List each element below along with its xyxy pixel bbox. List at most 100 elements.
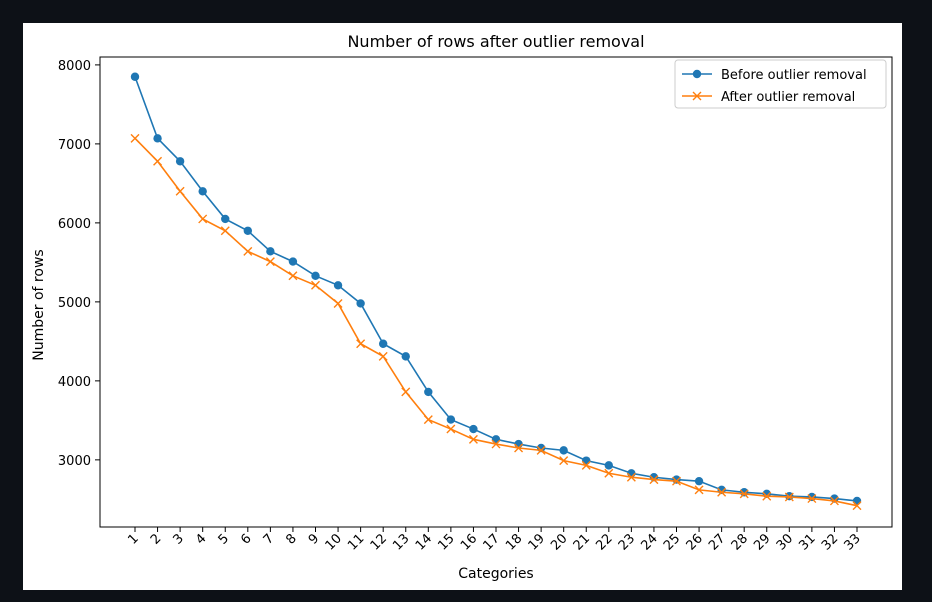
data-point bbox=[446, 415, 456, 424]
data-point bbox=[694, 485, 704, 495]
data-point bbox=[694, 476, 704, 486]
x-tick-label: 29 bbox=[751, 531, 773, 553]
legend: Before outlier removal After outlier remo… bbox=[674, 59, 887, 109]
data-point bbox=[265, 257, 275, 267]
x-tick-label: 15 bbox=[435, 531, 457, 553]
data-point bbox=[175, 157, 185, 166]
data-point bbox=[198, 187, 207, 196]
data-point bbox=[401, 387, 411, 397]
x-tick-label: 12 bbox=[368, 531, 390, 553]
data-point bbox=[153, 156, 163, 166]
data-point bbox=[604, 461, 614, 470]
data-point bbox=[130, 133, 140, 143]
data-point bbox=[559, 446, 568, 455]
data-point bbox=[672, 476, 681, 486]
x-tick-label: 19 bbox=[526, 531, 548, 553]
x-tick-label: 2 bbox=[148, 531, 164, 547]
x-tick-label: 14 bbox=[413, 531, 435, 553]
data-point bbox=[243, 246, 253, 256]
x-tick-label: 11 bbox=[345, 531, 367, 553]
data-point bbox=[288, 257, 298, 266]
plot-frame bbox=[99, 56, 893, 528]
x-tick-label: 28 bbox=[729, 531, 751, 553]
x-tick-label: 31 bbox=[796, 531, 818, 553]
data-point bbox=[130, 72, 140, 81]
x-tick-label: 24 bbox=[638, 531, 660, 553]
data-point bbox=[604, 468, 614, 478]
data-point bbox=[153, 134, 162, 143]
x-tick-label: 9 bbox=[306, 531, 322, 547]
y-tick-label: 3000 bbox=[58, 454, 91, 469]
line-chart: Number of rows after outlier removal Cat… bbox=[31, 32, 893, 582]
y-axis-label: Number of rows bbox=[31, 249, 47, 360]
y-tick-label: 7000 bbox=[58, 138, 91, 153]
x-tick-label: 8 bbox=[283, 531, 299, 547]
data-point bbox=[491, 435, 501, 444]
data-point bbox=[807, 492, 817, 502]
x-tick-label: 3 bbox=[170, 531, 186, 547]
data-point bbox=[469, 424, 478, 434]
data-point bbox=[739, 488, 749, 497]
legend-box bbox=[674, 59, 887, 109]
x-tick-label: 23 bbox=[616, 531, 638, 553]
data-point bbox=[581, 460, 591, 470]
data-point bbox=[311, 271, 320, 281]
x-tick-label: 27 bbox=[706, 531, 728, 553]
data-point bbox=[401, 352, 410, 361]
x-tick-label: 10 bbox=[323, 531, 345, 553]
x-tick-label: 26 bbox=[684, 531, 706, 553]
data-point bbox=[288, 271, 298, 281]
data-point bbox=[468, 434, 478, 444]
data-point bbox=[559, 456, 569, 466]
legend-label: Before outlier removal bbox=[721, 68, 867, 83]
data-point bbox=[220, 226, 230, 236]
data-point bbox=[852, 496, 862, 506]
data-point bbox=[626, 472, 636, 482]
data-point bbox=[356, 299, 365, 308]
series-line bbox=[134, 137, 858, 507]
data-point bbox=[221, 214, 230, 224]
data-point bbox=[739, 489, 749, 499]
data-point bbox=[266, 247, 275, 256]
data-point bbox=[582, 456, 591, 465]
x-tick-label: 22 bbox=[593, 531, 615, 553]
data-point bbox=[649, 475, 659, 485]
x-tick-label: 5 bbox=[216, 531, 232, 547]
data-point bbox=[491, 439, 501, 449]
data-point bbox=[807, 494, 817, 504]
x-tick-label: 20 bbox=[548, 531, 570, 553]
y-tick-label: 4000 bbox=[58, 375, 91, 390]
data-point bbox=[356, 339, 366, 349]
y-tick-label: 6000 bbox=[58, 217, 91, 232]
legend-label: After outlier removal bbox=[721, 90, 855, 105]
data-point bbox=[243, 226, 253, 235]
data-point bbox=[829, 496, 839, 506]
x-tick-label: 33 bbox=[842, 531, 864, 553]
y-tick-label: 8000 bbox=[58, 59, 91, 74]
legend-marker bbox=[692, 91, 702, 101]
data-point bbox=[762, 491, 772, 501]
data-point bbox=[378, 339, 388, 348]
data-point bbox=[446, 424, 456, 434]
data-point bbox=[333, 298, 343, 308]
data-point bbox=[311, 280, 320, 290]
data-point bbox=[423, 415, 433, 425]
x-axis-label: Categories bbox=[458, 566, 533, 582]
data-point bbox=[175, 186, 185, 196]
data-point bbox=[536, 445, 546, 455]
chart-figure: Number of rows after outlier removal Cat… bbox=[23, 23, 902, 590]
data-point bbox=[852, 501, 862, 511]
x-tick-label: 18 bbox=[503, 531, 525, 553]
x-tick-label: 7 bbox=[261, 531, 277, 547]
x-tick-label: 25 bbox=[661, 531, 683, 553]
x-tick-label: 16 bbox=[458, 531, 480, 553]
legend-marker bbox=[692, 69, 702, 79]
chart-title: Number of rows after outlier removal bbox=[347, 32, 644, 51]
y-tick-label: 5000 bbox=[58, 296, 91, 311]
x-tick-label: 1 bbox=[125, 531, 141, 547]
data-point bbox=[784, 492, 794, 502]
x-tick-label: 17 bbox=[481, 531, 503, 553]
data-point bbox=[717, 487, 727, 497]
x-tick-label: 30 bbox=[774, 531, 796, 553]
